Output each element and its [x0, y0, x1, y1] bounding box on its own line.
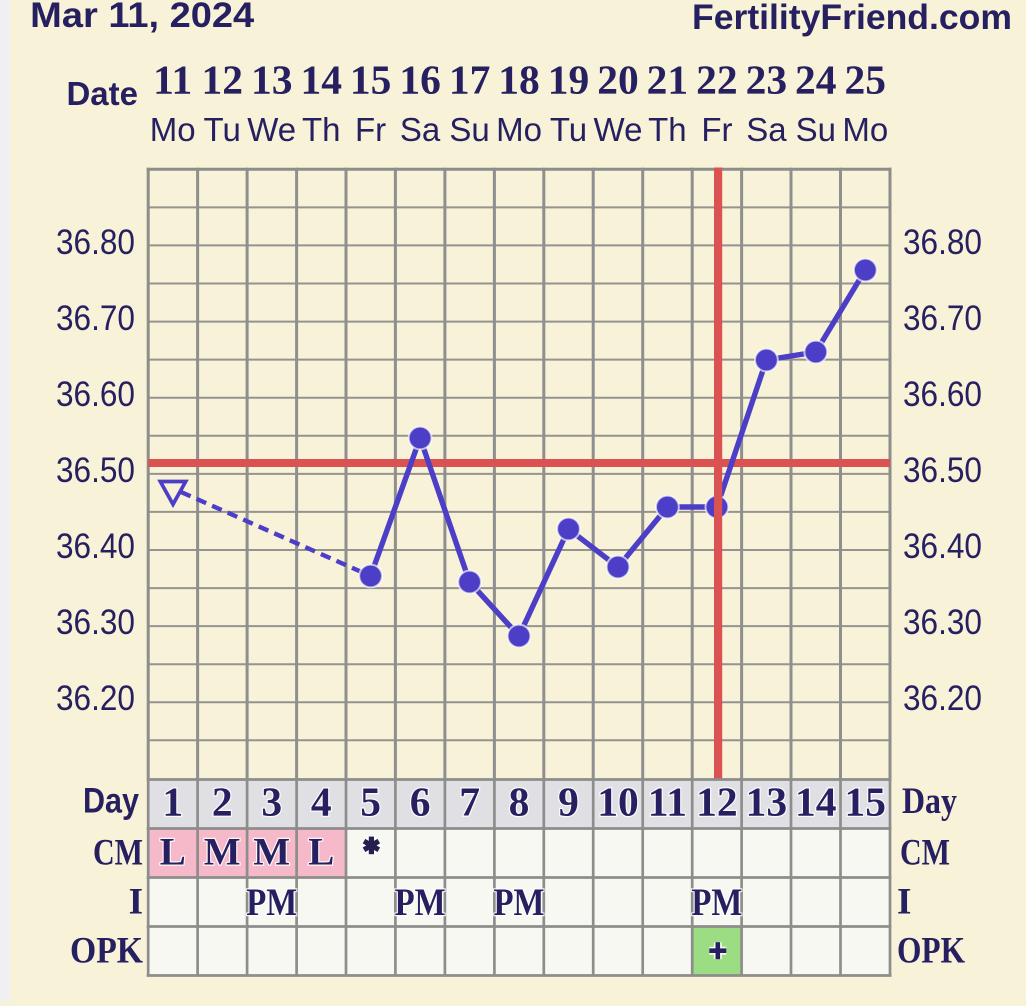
svg-text:7: 7 — [459, 779, 480, 825]
svg-text:18: 18 — [498, 56, 540, 102]
svg-text:Su: Su — [796, 111, 836, 148]
svg-text:36.80: 36.80 — [903, 223, 982, 262]
svg-text:We: We — [247, 111, 296, 148]
svg-text:I: I — [897, 881, 911, 922]
svg-text:Mo: Mo — [150, 111, 196, 148]
svg-text:Sa: Sa — [400, 111, 441, 148]
svg-text:Day: Day — [83, 782, 139, 821]
svg-text:36.50: 36.50 — [903, 451, 982, 490]
svg-text:OPK: OPK — [897, 930, 965, 971]
svg-text:L: L — [308, 831, 334, 874]
svg-text:36.40: 36.40 — [903, 527, 982, 566]
svg-text:11: 11 — [648, 779, 687, 825]
svg-text:22: 22 — [696, 56, 738, 102]
svg-text:36.60: 36.60 — [56, 375, 135, 414]
svg-text:12: 12 — [696, 779, 738, 825]
svg-text:36.40: 36.40 — [56, 527, 135, 566]
svg-text:15: 15 — [350, 56, 392, 102]
svg-text:36.20: 36.20 — [56, 679, 135, 718]
svg-text:21: 21 — [647, 56, 689, 102]
svg-text:M: M — [253, 831, 290, 874]
svg-text:20: 20 — [597, 56, 639, 102]
svg-text:CM: CM — [93, 833, 143, 874]
svg-text:PM: PM — [691, 881, 742, 924]
svg-text:23: 23 — [746, 56, 788, 102]
svg-text:We: We — [594, 111, 643, 148]
svg-text:6: 6 — [410, 779, 431, 825]
svg-text:PM: PM — [395, 881, 446, 924]
svg-text:17: 17 — [449, 56, 491, 102]
svg-text:10: 10 — [597, 779, 639, 825]
svg-text:36.50: 36.50 — [56, 451, 135, 490]
svg-text:8: 8 — [509, 779, 530, 825]
svg-text:Tu: Tu — [204, 111, 241, 148]
svg-text:Day: Day — [902, 781, 957, 822]
svg-text:24: 24 — [795, 56, 837, 102]
svg-text:4: 4 — [311, 779, 332, 825]
svg-text:Sa: Sa — [746, 111, 787, 148]
svg-text:25: 25 — [845, 56, 887, 102]
svg-text:36.30: 36.30 — [903, 603, 982, 642]
svg-text:Mar 11, 2024: Mar 11, 2024 — [30, 0, 255, 35]
svg-text:36.80: 36.80 — [56, 223, 135, 262]
svg-text:Mo: Mo — [842, 111, 888, 148]
svg-text:36.30: 36.30 — [56, 603, 135, 642]
svg-text:M: M — [204, 831, 241, 874]
svg-text:Mo: Mo — [496, 111, 542, 148]
svg-text:I: I — [129, 881, 143, 922]
svg-text:36.70: 36.70 — [903, 299, 982, 338]
svg-text:36.70: 36.70 — [56, 299, 135, 338]
svg-text:11: 11 — [153, 56, 192, 102]
svg-text:Th: Th — [302, 111, 341, 148]
svg-text:Fr: Fr — [355, 111, 386, 148]
svg-text:FertilityFriend.com: FertilityFriend.com — [692, 0, 1012, 37]
svg-text:14: 14 — [300, 56, 342, 102]
svg-text:L: L — [160, 831, 186, 874]
svg-text:Th: Th — [648, 111, 687, 148]
svg-text:16: 16 — [399, 56, 441, 102]
svg-text:15: 15 — [845, 779, 887, 825]
svg-text:PM: PM — [494, 881, 545, 924]
svg-text:Su: Su — [449, 111, 489, 148]
svg-text:14: 14 — [795, 779, 837, 825]
svg-text:5: 5 — [360, 779, 381, 825]
svg-text:PM: PM — [246, 881, 297, 924]
svg-text:36.60: 36.60 — [903, 375, 982, 414]
svg-text:Tu: Tu — [550, 111, 587, 148]
svg-text:12: 12 — [201, 56, 243, 102]
svg-text:Date: Date — [66, 75, 138, 112]
svg-text:36.20: 36.20 — [903, 679, 982, 718]
svg-text:Fr: Fr — [701, 111, 732, 148]
svg-text:3: 3 — [261, 779, 282, 825]
svg-text:1: 1 — [162, 779, 183, 825]
svg-text:9: 9 — [558, 779, 579, 825]
svg-text:OPK: OPK — [70, 930, 143, 971]
svg-text:2: 2 — [212, 779, 233, 825]
svg-text:CM: CM — [900, 833, 950, 874]
svg-text:19: 19 — [548, 56, 590, 102]
svg-text:13: 13 — [746, 779, 788, 825]
svg-text:13: 13 — [251, 56, 293, 102]
